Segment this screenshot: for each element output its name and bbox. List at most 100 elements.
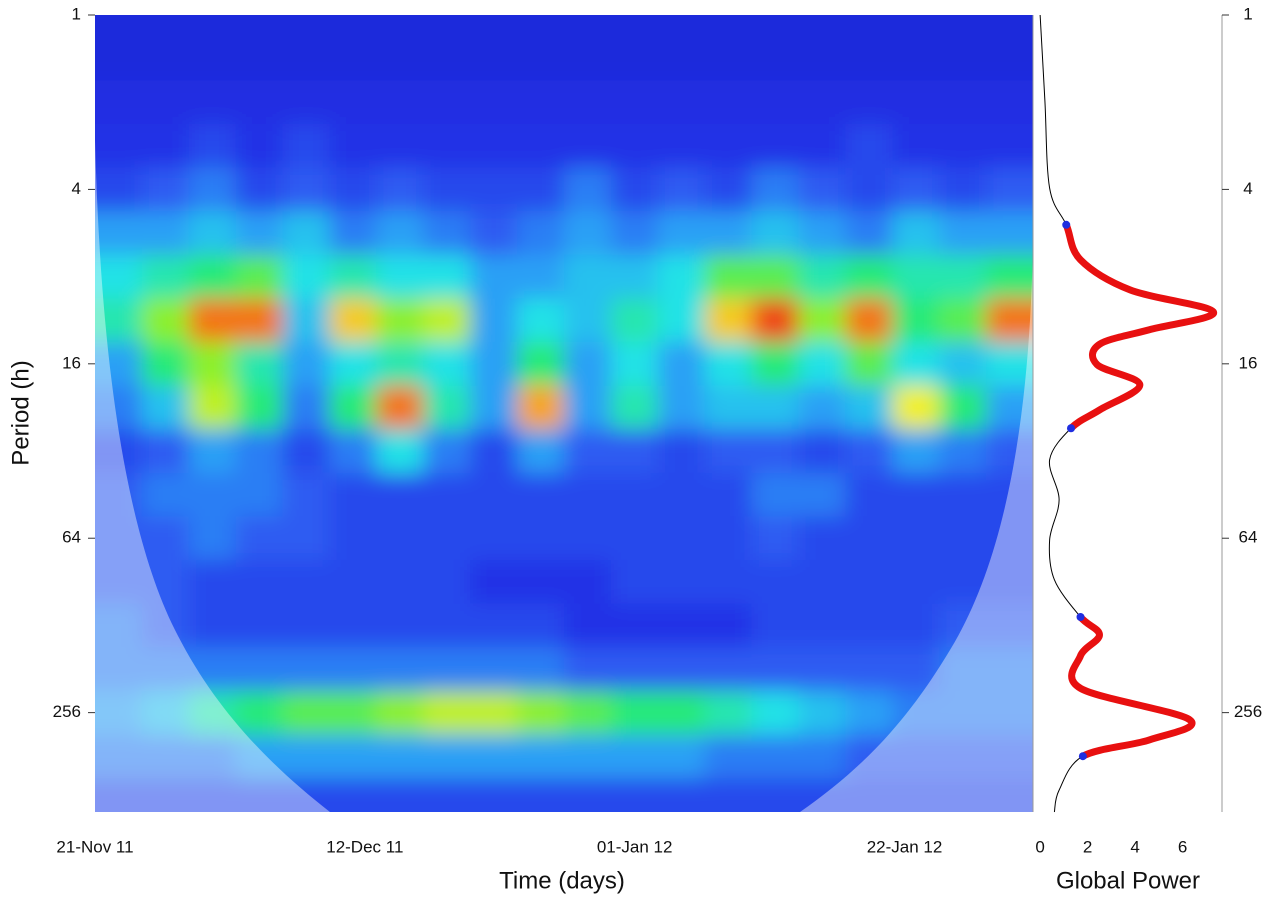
heat-cell — [141, 778, 190, 812]
heat-cell — [845, 80, 894, 126]
heat-cell — [188, 211, 237, 256]
heat-cell — [892, 429, 941, 474]
heat-cell — [423, 15, 472, 38]
heat-cell — [845, 690, 894, 736]
heat-cell — [470, 560, 519, 605]
heat-cell — [423, 690, 472, 736]
heat-cell — [188, 429, 237, 474]
heat-cell — [657, 603, 706, 649]
heat-cell — [845, 734, 894, 780]
right-y-tick-label: 64 — [1239, 528, 1258, 547]
significant-segment — [1062, 221, 1217, 432]
heat-cell — [95, 472, 143, 518]
heat-cell — [282, 254, 331, 300]
heat-cell — [845, 516, 894, 562]
heat-cell — [423, 429, 472, 474]
right-y-tick-label: 16 — [1239, 353, 1258, 372]
heat-cell — [141, 124, 190, 169]
heat-cell — [235, 36, 284, 82]
heat-cell — [704, 778, 753, 812]
heat-cell — [95, 734, 143, 780]
heat-cell — [141, 647, 190, 692]
heat-cell — [798, 429, 847, 474]
heat-cell — [798, 385, 847, 431]
heat-cell — [564, 167, 612, 213]
heat-cell — [610, 603, 659, 649]
heat-cell — [517, 647, 565, 692]
heat-cell — [610, 211, 659, 256]
heat-cell — [939, 560, 988, 605]
heat-cell — [657, 80, 706, 126]
heat-cell — [423, 516, 472, 562]
heat-cell — [939, 15, 988, 38]
heat-cell — [657, 560, 706, 605]
heat-cell — [470, 429, 519, 474]
heat-cell — [939, 734, 988, 780]
x-axis-label: Time (days) — [499, 867, 625, 894]
heat-cell — [845, 298, 894, 343]
heat-cell — [704, 298, 753, 343]
heat-cell — [657, 124, 706, 169]
heat-cell — [329, 167, 378, 213]
heat-cell — [141, 298, 190, 343]
heat-cell — [939, 516, 988, 562]
heat-cell — [95, 778, 143, 812]
heat-cell — [517, 472, 565, 518]
x-tick-label: 01-Jan 12 — [597, 837, 673, 856]
heat-cell — [329, 15, 378, 38]
heat-cell — [282, 211, 331, 256]
heat-cell — [329, 647, 378, 692]
heat-cell — [95, 603, 143, 649]
x-tick-label: 22-Jan 12 — [867, 837, 943, 856]
heat-cell — [610, 690, 659, 736]
heat-cell — [657, 254, 706, 300]
heat-cell — [798, 516, 847, 562]
heat-cell — [564, 254, 612, 300]
heat-cell — [235, 341, 284, 387]
heat-cell — [235, 734, 284, 780]
heat-cell — [564, 647, 612, 692]
heat-cell — [986, 472, 1033, 518]
heat-cell — [470, 778, 519, 812]
heat-cell — [564, 80, 612, 126]
heat-cell — [704, 15, 753, 38]
heat-cell — [282, 778, 331, 812]
significance-edge — [1076, 612, 1085, 621]
heat-cell — [188, 124, 237, 169]
heat-cell — [986, 298, 1033, 343]
global-x-tick-label: 4 — [1130, 837, 1139, 856]
heat-cell — [657, 429, 706, 474]
heat-cell — [235, 778, 284, 812]
heat-cell — [517, 36, 565, 82]
heat-cell — [423, 385, 472, 431]
heat-cell — [798, 647, 847, 692]
heat-cell — [751, 647, 800, 692]
heat-cell — [657, 690, 706, 736]
heat-cell — [657, 778, 706, 812]
heat-cell — [892, 516, 941, 562]
heat-cell — [376, 341, 425, 387]
heat-cell — [845, 778, 894, 812]
heat-cell — [376, 690, 425, 736]
heat-cell — [845, 167, 894, 213]
heat-cell — [751, 167, 800, 213]
heat-cell — [282, 167, 331, 213]
heat-cell — [939, 341, 988, 387]
y-tick-label: 64 — [62, 528, 81, 547]
heat-cell — [188, 254, 237, 300]
heat-cell — [517, 690, 565, 736]
heat-cell — [282, 80, 331, 126]
heat-cell — [986, 211, 1033, 256]
heat-cell — [141, 690, 190, 736]
heat-cell — [704, 560, 753, 605]
heat-cell — [141, 341, 190, 387]
heat-cell — [798, 603, 847, 649]
heat-cell — [892, 385, 941, 431]
global-x-tick-label: 0 — [1035, 837, 1044, 856]
heat-cell — [470, 690, 519, 736]
heat-cell — [564, 778, 612, 812]
heat-cell — [564, 560, 612, 605]
heat-cell — [704, 124, 753, 169]
heat-cell — [282, 15, 331, 38]
heat-cell — [986, 516, 1033, 562]
